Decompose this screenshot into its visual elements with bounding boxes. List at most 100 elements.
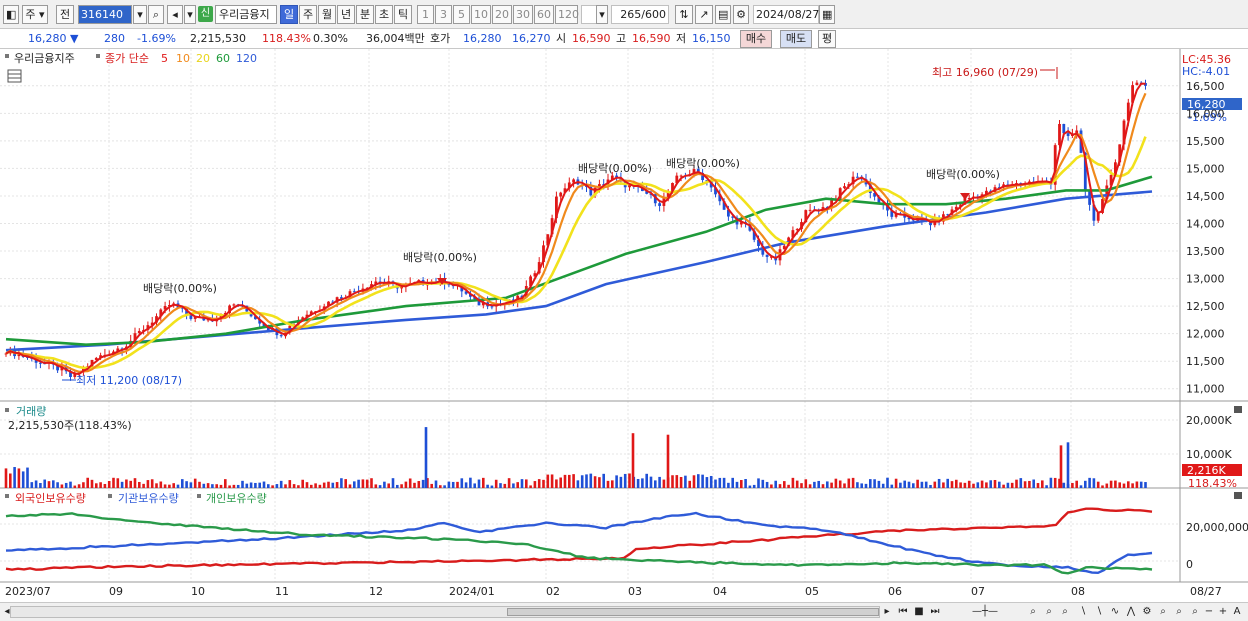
sell-button[interactable]: 매도 xyxy=(780,30,812,48)
zoom-search-icon[interactable]: ⌕ xyxy=(1030,606,1036,617)
period-tick-button[interactable]: 틱 xyxy=(394,5,412,24)
candle-body xyxy=(718,194,722,202)
holding-menu-icon-3[interactable] xyxy=(197,494,201,498)
institution-holding-line[interactable] xyxy=(5,511,1153,575)
line-tool-icon[interactable]: ∖ xyxy=(1079,606,1087,617)
volume-bar xyxy=(193,478,197,488)
search-icon[interactable]: ⌕ xyxy=(148,5,164,24)
volume-bar xyxy=(322,482,326,488)
candle-body xyxy=(1114,162,1117,176)
ma10-line[interactable] xyxy=(5,92,1147,373)
volume-bar xyxy=(77,484,81,488)
buy-button[interactable]: 매수 xyxy=(740,30,772,48)
wave-tool-icon[interactable]: ∿ xyxy=(1110,606,1120,617)
plus-icon[interactable]: + xyxy=(1218,606,1228,617)
holding-menu-icon-1[interactable] xyxy=(5,494,9,498)
volume-bar xyxy=(851,477,855,488)
zoom-slider[interactable]: —┼— xyxy=(971,606,999,617)
trend-tool-icon[interactable]: ∖ xyxy=(1095,606,1103,617)
count-field[interactable]: 265/600 xyxy=(611,5,669,24)
date-input[interactable]: 2024/08/27 xyxy=(753,5,819,24)
minus-icon[interactable]: − xyxy=(1204,606,1214,617)
scroll-thumb[interactable] xyxy=(507,608,879,616)
ma-period-120[interactable]: 120 xyxy=(236,52,257,65)
foreign-holding-line[interactable] xyxy=(5,507,1153,571)
volume-bar xyxy=(387,483,390,488)
stock-code-input[interactable]: 316140 xyxy=(78,5,132,24)
volume-panel-close-icon[interactable] xyxy=(1234,406,1242,413)
draw-tool-icon[interactable]: ↗ xyxy=(695,5,713,24)
zoom-fit-icon[interactable]: ⌕ xyxy=(1046,606,1052,617)
font-size-icon[interactable]: A xyxy=(1233,606,1241,617)
volume-bar xyxy=(13,467,16,488)
lc-value: LC:45.36 xyxy=(1182,53,1231,66)
volume-bar xyxy=(731,477,734,488)
rewind-icon[interactable]: ⏮ xyxy=(898,606,908,617)
period-year-button[interactable]: 년 xyxy=(337,5,355,24)
chart-type-icon[interactable]: ⇅ xyxy=(675,5,693,24)
panel-menu-icon[interactable] xyxy=(5,54,9,58)
candle-body xyxy=(856,176,859,178)
interval-120-button[interactable]: 120 xyxy=(555,5,579,24)
candle-body xyxy=(464,291,468,294)
price-tick-label: 12,500 xyxy=(1186,300,1225,313)
price-tick-label: 11,500 xyxy=(1186,355,1225,368)
interval-1-button[interactable]: 1 xyxy=(417,5,434,24)
zoom-out-icon[interactable]: ⌕ xyxy=(1176,606,1182,617)
zoom-range-icon[interactable]: ⌕ xyxy=(1062,606,1068,617)
ma60-line[interactable] xyxy=(5,175,1153,347)
price-tick-label: 13,500 xyxy=(1186,245,1225,258)
ma-period-5[interactable]: 5 xyxy=(161,52,168,65)
save-icon[interactable]: ▤ xyxy=(715,5,731,24)
interval-10-button[interactable]: 10 xyxy=(471,5,491,24)
ma-period-10[interactable]: 10 xyxy=(176,52,190,65)
table-toggle-icon[interactable] xyxy=(7,69,22,83)
fast-forward-icon[interactable]: ⏭ xyxy=(930,606,940,617)
period-day-button[interactable]: 일 xyxy=(280,5,298,24)
average-button[interactable]: 평 xyxy=(818,30,836,48)
volume-bar xyxy=(52,480,55,488)
ma5-line[interactable] xyxy=(5,82,1146,376)
volume-bar xyxy=(357,479,360,488)
chart-area[interactable]: 우리금융지주 종가 단순 5 10 20 60 120 최고 16,960 (0… xyxy=(0,49,1248,603)
volume-bar xyxy=(1135,481,1139,488)
interval-3-button[interactable]: 3 xyxy=(435,5,452,24)
scroll-track[interactable] xyxy=(10,606,880,618)
prev-button[interactable]: 전 xyxy=(56,5,74,24)
zoom-in-icon[interactable]: ⌕ xyxy=(1192,606,1198,617)
interval-20-button[interactable]: 20 xyxy=(492,5,512,24)
holding-panel-close-icon[interactable] xyxy=(1234,492,1242,499)
individual-holding-line[interactable] xyxy=(5,512,1153,575)
fib-tool-icon[interactable]: ⋀ xyxy=(1126,606,1136,617)
settings-tool-icon[interactable]: ⚙ xyxy=(1142,606,1152,617)
scroll-right-icon[interactable]: ▸ xyxy=(884,606,890,617)
volume-bar xyxy=(176,484,180,488)
volume-bar-series[interactable] xyxy=(4,427,1147,488)
calendar-icon[interactable]: ▦ xyxy=(819,5,835,24)
interval-5-button[interactable]: 5 xyxy=(453,5,470,24)
gear-icon[interactable]: ⚙ xyxy=(733,5,749,24)
holding-menu-icon-2[interactable] xyxy=(108,494,112,498)
speaker-dropdown-icon[interactable]: ▾ xyxy=(184,5,196,24)
scroll-left-icon[interactable]: ◂ xyxy=(4,606,10,617)
interval-dropdown-icon[interactable]: ▾ xyxy=(596,5,608,24)
stop-icon[interactable]: ■ xyxy=(914,606,924,617)
interval-30-button[interactable]: 30 xyxy=(513,5,533,24)
window-icon[interactable]: ◧ xyxy=(3,5,19,24)
market-select[interactable]: 주 ▾ xyxy=(22,5,48,24)
code-dropdown-icon[interactable]: ▾ xyxy=(133,5,147,24)
period-month-button[interactable]: 월 xyxy=(318,5,336,24)
candle-body xyxy=(1058,123,1061,146)
ma-period-20[interactable]: 20 xyxy=(196,52,210,65)
speaker-icon[interactable]: ◂ xyxy=(167,5,183,24)
interval-60-button[interactable]: 60 xyxy=(534,5,554,24)
period-minute-button[interactable]: 분 xyxy=(356,5,374,24)
period-week-button[interactable]: 주 xyxy=(299,5,317,24)
candle-body xyxy=(39,362,42,364)
search-tool-icon[interactable]: ⌕ xyxy=(1160,606,1166,617)
ma-menu-icon[interactable] xyxy=(96,54,100,58)
chart-canvas[interactable]: 우리금융지주 종가 단순 5 10 20 60 120 최고 16,960 (0… xyxy=(0,49,1248,603)
volume-panel-menu-icon[interactable] xyxy=(5,408,9,412)
ma-period-60[interactable]: 60 xyxy=(216,52,230,65)
period-second-button[interactable]: 초 xyxy=(375,5,393,24)
